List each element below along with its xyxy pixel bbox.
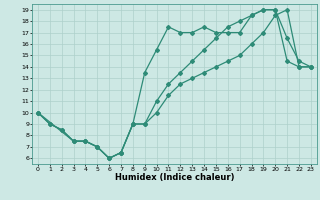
X-axis label: Humidex (Indice chaleur): Humidex (Indice chaleur) — [115, 173, 234, 182]
